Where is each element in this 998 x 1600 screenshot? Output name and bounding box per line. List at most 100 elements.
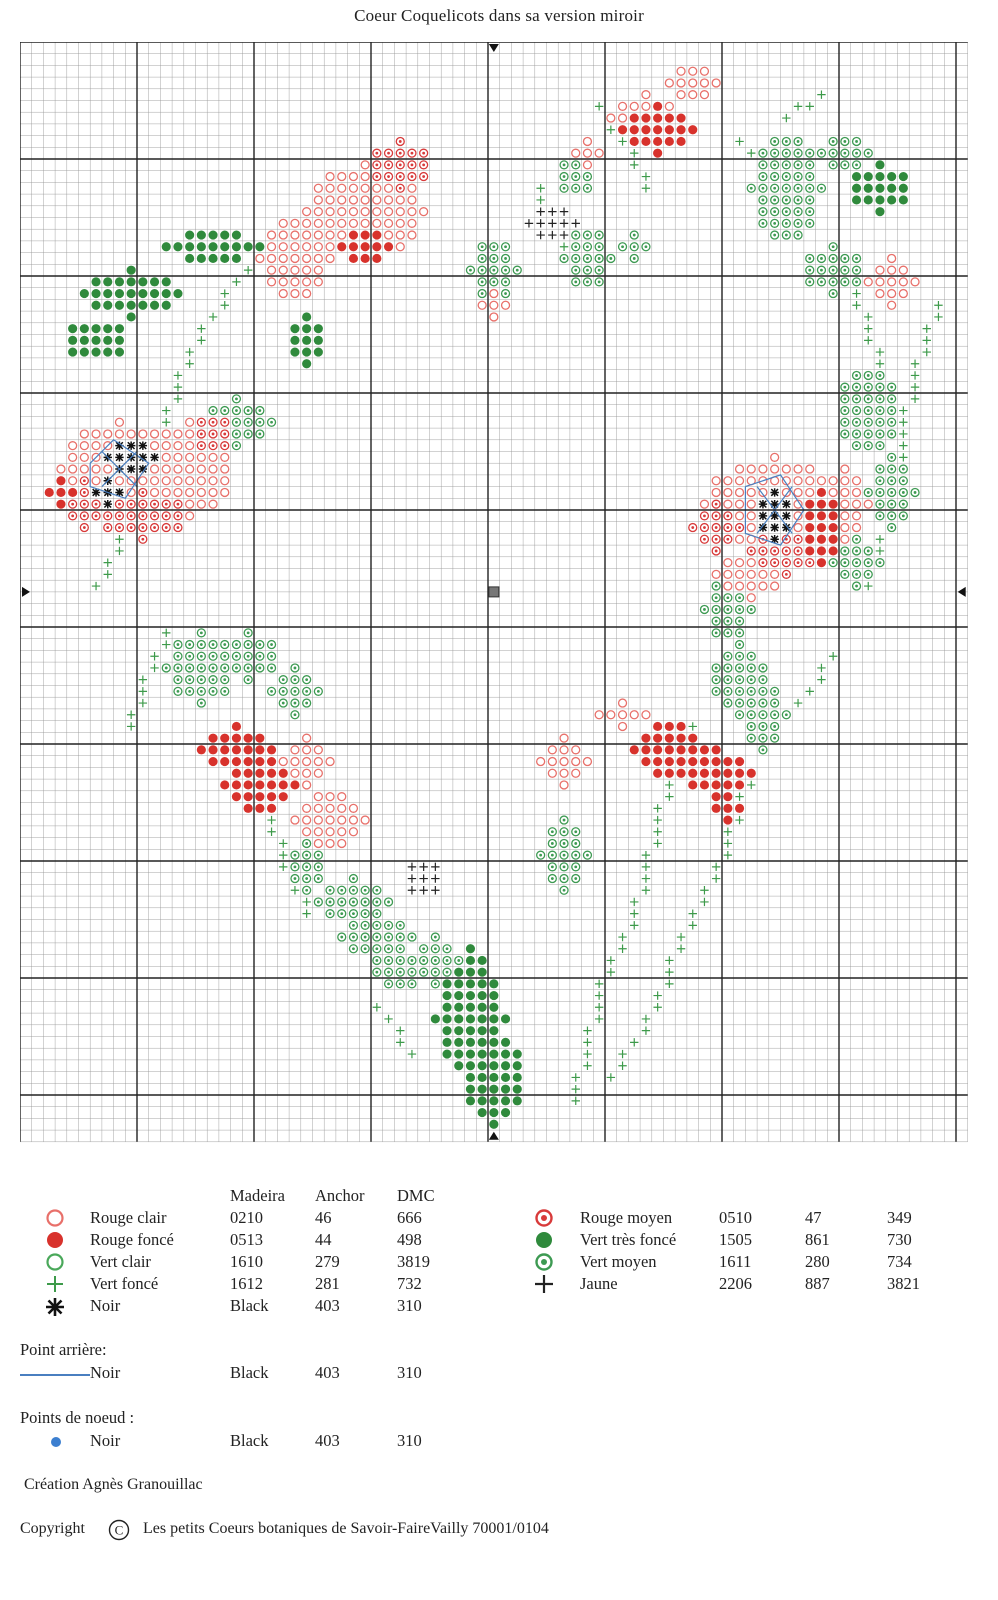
stitch-center	[586, 186, 589, 190]
stitch-jaune	[407, 874, 417, 883]
stitch-rouge-clair	[395, 207, 405, 217]
stitch-center	[562, 830, 566, 834]
stitch-center	[562, 818, 566, 822]
stitch-center	[504, 257, 507, 260]
stitch-rouge-fonce	[805, 534, 815, 544]
stitch-rouge-fonce	[653, 125, 663, 135]
stitch-vert-tres-fonce	[465, 967, 476, 977]
stitch-vert-moyen	[863, 569, 873, 579]
stitch-center	[597, 233, 601, 237]
stitch-vert-tres-fonce	[454, 990, 464, 1001]
stitch-rouge-clair	[840, 511, 850, 521]
stitch-center	[387, 970, 390, 974]
stitch-center	[761, 549, 765, 553]
stitch-center	[784, 151, 788, 155]
stitch-vert-tres-fonce	[103, 288, 113, 299]
stitch-vert-moyen	[559, 171, 569, 182]
stitch-center	[586, 853, 589, 857]
stitch-rouge-clair	[887, 265, 897, 275]
stitch-rouge-fonce	[56, 499, 66, 509]
stitch-rouge-fonce	[676, 136, 686, 147]
stitch-vert-moyen	[734, 698, 745, 708]
stitch-rouge-fonce	[699, 768, 710, 778]
stitch-center	[609, 257, 613, 260]
stitch-vert-tres-fonce	[489, 1014, 499, 1024]
stitch-rouge-clair	[185, 487, 195, 498]
stitch-rouge-moyen	[161, 511, 171, 521]
stitch-rouge-moyen	[79, 511, 89, 521]
stitch-center	[562, 888, 566, 892]
stitch-vert-moyen	[547, 873, 557, 884]
stitch-vert-tres-fonce	[185, 253, 195, 264]
stitch-rouge-clair	[313, 745, 323, 755]
stitch-rouge-moyen	[699, 511, 710, 521]
stitch-center	[305, 678, 309, 682]
stitch-jaune	[559, 230, 569, 240]
stitch-rouge-fonce	[360, 253, 370, 264]
stitch-rouge-moyen	[114, 511, 125, 521]
stitch-vert-moyen	[805, 160, 815, 170]
stitch-center	[808, 210, 812, 214]
stitch-rouge-fonce	[711, 768, 721, 778]
stitch-center	[901, 502, 905, 506]
stitch-vert-fonce	[606, 967, 616, 977]
stitch-vert-moyen	[828, 265, 838, 275]
stitch-center	[632, 257, 636, 260]
stitch-vert-tres-fonce	[173, 288, 183, 299]
stitch-rouge-fonce	[664, 745, 674, 755]
stitch-vert-moyen	[255, 663, 265, 673]
stitch-rouge-fonce	[653, 136, 663, 147]
stitch-center	[761, 163, 765, 167]
stitch-center	[714, 502, 718, 506]
stitch-vert-moyen	[582, 230, 593, 240]
stitch-center	[153, 526, 156, 529]
stitch-center	[784, 175, 788, 178]
stitch-vert-moyen	[313, 850, 323, 860]
stitch-center	[773, 163, 777, 167]
stitch-vert-moyen	[383, 955, 394, 966]
stitch-vert-moyen	[243, 639, 253, 650]
stitch-rouge-clair	[313, 756, 323, 767]
stitch-rouge-clair	[173, 429, 183, 439]
stitch-rouge-moyen	[781, 569, 791, 579]
stitch-vert-moyen	[723, 698, 733, 708]
stitch-vert-moyen	[629, 242, 639, 252]
stitch-rouge-fonce	[231, 721, 242, 732]
stitch-rouge-clair	[68, 464, 78, 474]
stitch-vert-fonce	[641, 850, 651, 860]
stitch-vert-moyen	[898, 499, 908, 509]
stitch-vert-tres-fonce	[114, 347, 125, 357]
stitch-rouge-fonce	[664, 733, 674, 743]
stitch-vert-fonce	[138, 687, 148, 696]
stitch-jaune	[524, 219, 534, 228]
stitch-vert-moyen	[887, 429, 897, 439]
stitch-rouge-clair	[805, 476, 815, 486]
stitch-vert-moyen	[770, 183, 780, 193]
stitch-center	[855, 140, 858, 143]
stitch-vert-moyen	[840, 417, 850, 427]
stitch-vert-moyen	[489, 242, 499, 252]
stitch-center	[410, 163, 414, 167]
stitch-rouge-clair	[313, 827, 323, 837]
stitch-vert-moyen	[547, 827, 557, 837]
stitch-vert-fonce	[852, 289, 861, 298]
stitch-vert-moyen	[243, 663, 253, 673]
stitch-vert-moyen	[734, 604, 745, 615]
stitch-rouge-clair	[290, 277, 300, 287]
stitch-vert-tres-fonce	[489, 1049, 499, 1059]
stitch-vert-tres-fonce	[898, 183, 908, 193]
stitch-jaune	[419, 886, 428, 895]
stitch-center	[843, 140, 847, 143]
stitch-rouge-moyen	[395, 171, 405, 182]
stitch-rouge-fonce	[348, 242, 359, 252]
stitch-rouge-fonce	[641, 136, 651, 147]
stitch-center	[621, 245, 624, 249]
stitch-center	[773, 689, 777, 693]
stitch-center	[878, 514, 882, 518]
stitch-rouge-moyen	[114, 522, 125, 533]
stitch-rouge-moyen	[103, 511, 113, 521]
backstitch-name: Noir	[90, 1363, 121, 1382]
stitch-vert-fonce	[711, 874, 721, 883]
stitch-pattern	[44, 66, 943, 1129]
stitch-center	[913, 491, 917, 494]
